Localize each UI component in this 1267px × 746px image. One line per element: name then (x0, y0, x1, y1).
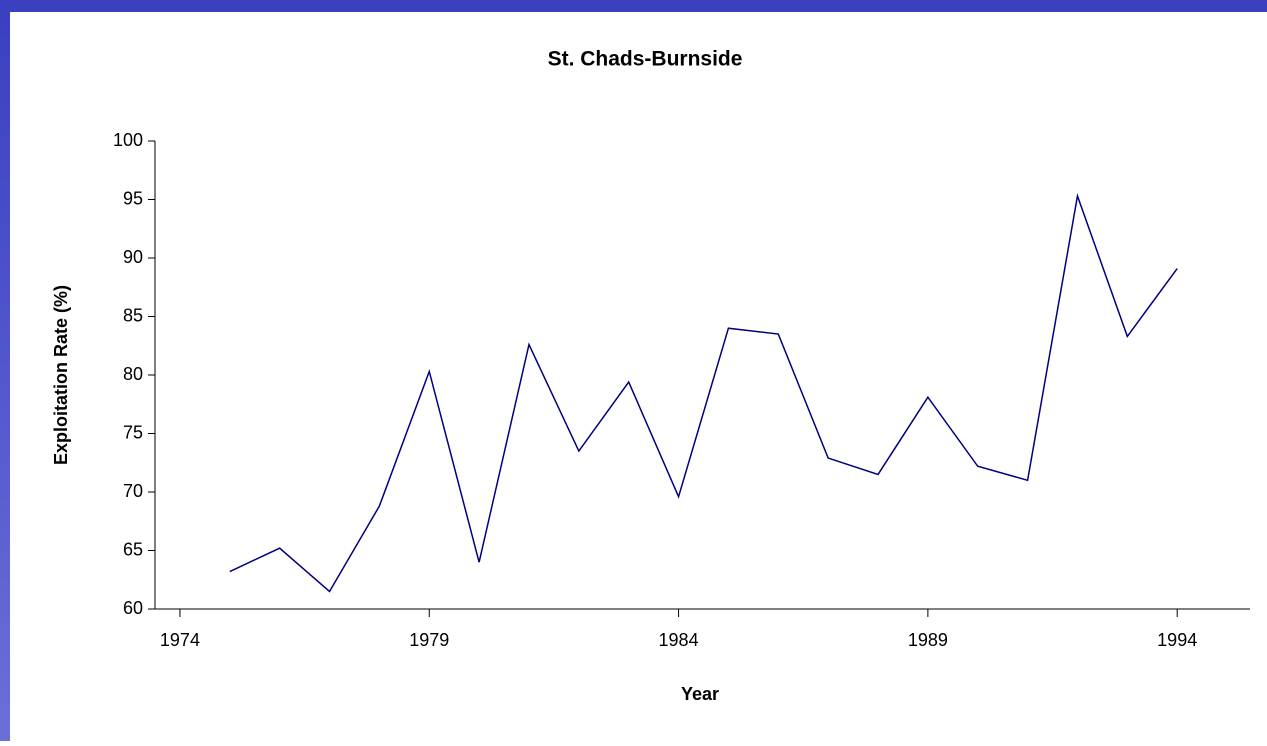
plot-background (10, 12, 1267, 741)
y-axis-label: Exploitation Rate (%) (51, 285, 71, 465)
y-tick-label: 75 (123, 422, 143, 442)
line-series (229, 193, 1178, 593)
x-tick-label: 1994 (1157, 630, 1197, 650)
y-tick-label: 80 (123, 364, 143, 384)
x-tick-label: 1989 (908, 630, 948, 650)
chart-title: St. Chads-Burnside (548, 48, 743, 71)
y-tick-label: 60 (123, 598, 143, 618)
y-tick-label: 90 (123, 247, 143, 267)
x-axis-label: Year (681, 684, 719, 704)
x-tick-label: 1974 (160, 630, 200, 650)
y-tick-label: 65 (123, 539, 143, 559)
y-tick-label: 85 (123, 305, 143, 325)
x-tick-label: 1984 (659, 630, 699, 650)
x-tick-label: 1979 (409, 630, 449, 650)
y-tick-label: 70 (123, 481, 143, 501)
y-tick-label: 100 (113, 130, 143, 150)
y-tick-label: 95 (123, 188, 143, 208)
